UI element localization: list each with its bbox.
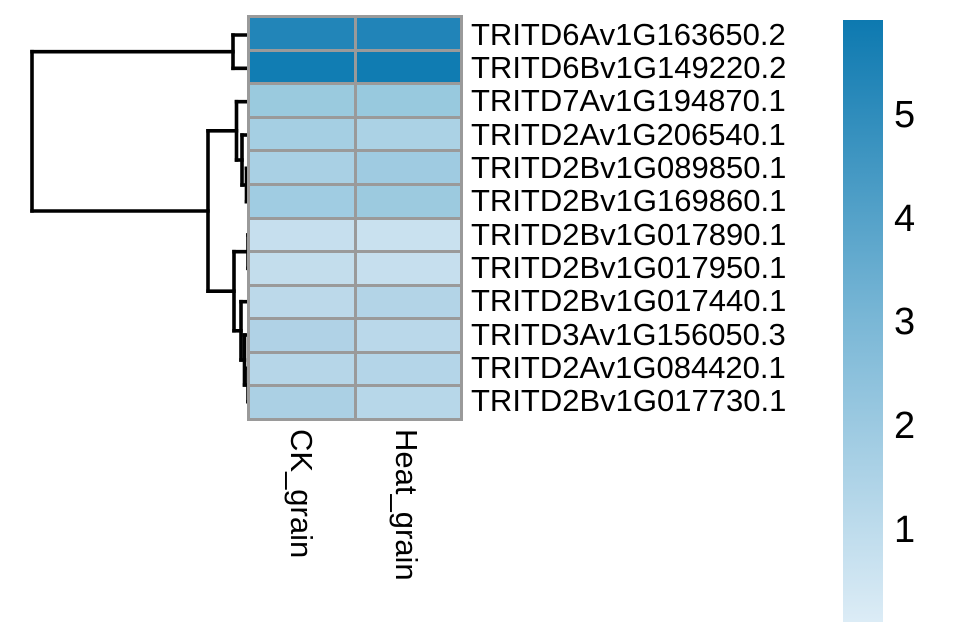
heatmap-cell-r5-c1 bbox=[250, 152, 354, 183]
heatmap-cell-r12-c2 bbox=[356, 387, 460, 418]
row-label: TRITD7Av1G194870.1 bbox=[471, 83, 786, 119]
heatmap-cell-r8-c2 bbox=[356, 253, 460, 284]
heatmap-cell-r12-c1 bbox=[250, 387, 354, 418]
heatmap-cell-r11-c2 bbox=[356, 353, 460, 385]
heatmap-cell-r2-c1 bbox=[250, 51, 354, 83]
colorbar-tick: 3 bbox=[894, 301, 916, 344]
heatmap-cell-r1-c1 bbox=[250, 18, 354, 49]
heatmap-cell-r9-c2 bbox=[356, 286, 460, 318]
row-label: TRITD2Bv1G089850.1 bbox=[471, 149, 787, 185]
heatmap-cell-r7-c2 bbox=[356, 219, 460, 251]
heatmap-cell-r5-c2 bbox=[356, 152, 460, 183]
heatmap-cell-r6-c2 bbox=[356, 185, 460, 217]
heatmap-cell-r3-c1 bbox=[250, 85, 354, 116]
colorbar-tick: 1 bbox=[894, 508, 916, 551]
row-label: TRITD3Av1G156050.3 bbox=[471, 316, 786, 352]
heatmap-grid bbox=[247, 15, 463, 421]
row-label: TRITD6Av1G163650.2 bbox=[471, 16, 786, 52]
colorbar-tick: 4 bbox=[894, 197, 916, 240]
heatmap-cell-r9-c1 bbox=[250, 286, 354, 318]
heatmap-cell-r8-c1 bbox=[250, 253, 354, 284]
row-label: TRITD2Av1G206540.1 bbox=[471, 116, 786, 152]
heatmap-cell-r10-c1 bbox=[250, 320, 354, 351]
row-label: TRITD2Bv1G169860.1 bbox=[471, 183, 787, 219]
row-label: TRITD2Bv1G017440.1 bbox=[471, 283, 787, 319]
heatmap-cell-r7-c1 bbox=[250, 219, 354, 251]
column-label: CK_grain bbox=[283, 429, 319, 559]
heatmap-cell-r4-c1 bbox=[250, 118, 354, 150]
row-label: TRITD2Bv1G017890.1 bbox=[471, 216, 787, 252]
colorbar-tick: 2 bbox=[894, 405, 916, 448]
heatmap-cell-r1-c2 bbox=[356, 18, 460, 49]
heatmap-cell-r3-c2 bbox=[356, 85, 460, 116]
colorbar-gradient bbox=[843, 20, 883, 622]
row-label: TRITD2Bv1G017730.1 bbox=[471, 383, 787, 419]
heatmap-cell-r10-c2 bbox=[356, 320, 460, 351]
row-label: TRITD2Av1G084420.1 bbox=[471, 349, 786, 385]
column-label: Heat_grain bbox=[388, 429, 424, 581]
heatmap-cell-r2-c2 bbox=[356, 51, 460, 83]
colorbar-tick: 5 bbox=[894, 94, 916, 136]
heatmap-cell-r11-c1 bbox=[250, 353, 354, 385]
heatmap-cell-r4-c2 bbox=[356, 118, 460, 150]
heatmap-cell-r6-c1 bbox=[250, 185, 354, 217]
row-label: TRITD6Bv1G149220.2 bbox=[471, 49, 787, 85]
row-label: TRITD2Bv1G017950.1 bbox=[471, 249, 787, 285]
